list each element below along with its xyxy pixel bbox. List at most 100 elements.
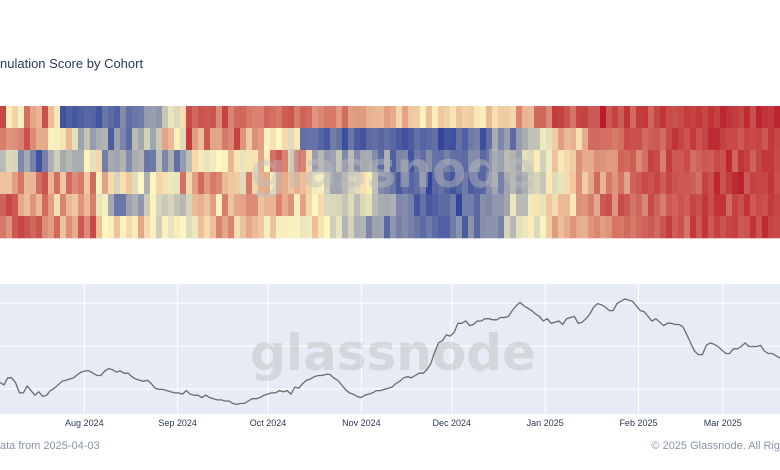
heatmap-cell <box>564 194 571 217</box>
heatmap-cell <box>378 216 385 239</box>
heatmap-cell <box>60 150 67 173</box>
heatmap-cell <box>192 128 199 151</box>
heatmap-cell <box>480 172 487 195</box>
heatmap-cell <box>300 106 307 129</box>
heatmap-cell <box>168 150 175 173</box>
heatmap-cell <box>84 172 91 195</box>
heatmap-cell <box>348 150 355 173</box>
heatmap-cell <box>318 106 325 129</box>
heatmap-cell <box>576 150 583 173</box>
heatmap-cell <box>486 128 493 151</box>
heatmap-cell <box>174 216 181 239</box>
x-tick-label: Jan 2025 <box>527 418 564 428</box>
heatmap-cell <box>288 194 295 217</box>
heatmap-cell <box>762 194 769 217</box>
heatmap-cell <box>276 150 283 173</box>
heatmap-cell <box>756 194 763 217</box>
heatmap-cell <box>654 150 661 173</box>
heatmap-cell <box>576 216 583 239</box>
heatmap-cell <box>654 128 661 151</box>
heatmap-cell <box>420 106 427 129</box>
heatmap-cell <box>84 216 91 239</box>
heatmap-cell <box>672 150 679 173</box>
heatmap-cell <box>684 128 691 151</box>
heatmap-cell <box>660 216 667 239</box>
heatmap-cell <box>42 216 49 239</box>
heatmap-cell <box>372 128 379 151</box>
heatmap-cell <box>60 106 67 129</box>
heatmap-cell <box>450 150 457 173</box>
heatmap-cell <box>36 106 43 129</box>
heatmap-cell <box>450 106 457 129</box>
heatmap-cell <box>72 216 79 239</box>
heatmap-cell <box>36 216 43 239</box>
heatmap-cell <box>48 128 55 151</box>
heatmap-cell <box>390 150 397 173</box>
heatmap-cell <box>150 128 157 151</box>
heatmap-cell <box>336 128 343 151</box>
x-tick-label: Dec 2024 <box>432 418 471 428</box>
heatmap-cell <box>96 128 103 151</box>
heatmap-cell <box>540 172 547 195</box>
heatmap-cell <box>144 128 151 151</box>
heatmap-cell <box>144 216 151 239</box>
heatmap-cell <box>738 216 745 239</box>
heatmap-cell <box>300 216 307 239</box>
heatmap-cell <box>600 194 607 217</box>
heatmap-cell <box>180 106 187 129</box>
heatmap-cell <box>648 150 655 173</box>
heatmap-cell <box>54 150 61 173</box>
heatmap-cell <box>336 172 343 195</box>
heatmap-cell <box>360 128 367 151</box>
heatmap-cell <box>132 106 139 129</box>
heatmap-cell <box>210 194 217 217</box>
heatmap-cell <box>150 194 157 217</box>
heatmap-cell <box>282 150 289 173</box>
heatmap-cell <box>432 150 439 173</box>
heatmap-cell <box>264 150 271 173</box>
heatmap-cell <box>0 128 7 151</box>
heatmap-cell <box>414 128 421 151</box>
heatmap-cell <box>624 150 631 173</box>
heatmap-cell <box>708 194 715 217</box>
heatmap-cell <box>696 128 703 151</box>
heatmap-cell <box>546 194 553 217</box>
heatmap-cell <box>36 194 43 217</box>
heatmap-cell <box>384 216 391 239</box>
heatmap-cell <box>618 106 625 129</box>
heatmap-cell <box>264 172 271 195</box>
heatmap-cell <box>0 216 7 239</box>
heatmap-cell <box>438 106 445 129</box>
heatmap-cell <box>564 216 571 239</box>
heatmap-cell <box>102 216 109 239</box>
heatmap-cell <box>414 106 421 129</box>
heatmap-cell <box>570 194 577 217</box>
heatmap-cell <box>714 106 721 129</box>
heatmap-cell <box>534 128 541 151</box>
heatmap-cell <box>486 216 493 239</box>
heatmap-cell <box>120 106 127 129</box>
heatmap-cell <box>264 128 271 151</box>
heatmap-cell <box>426 216 433 239</box>
heatmap-cell <box>528 128 535 151</box>
heatmap-cell <box>168 172 175 195</box>
heatmap-cell <box>126 128 133 151</box>
heatmap-cell <box>186 150 193 173</box>
heatmap-cell <box>216 172 223 195</box>
heatmap-cell <box>246 172 253 195</box>
heatmap-cell <box>420 128 427 151</box>
heatmap-cell <box>264 216 271 239</box>
heatmap-cell <box>306 194 313 217</box>
heatmap-cell <box>174 172 181 195</box>
heatmap-cell <box>30 150 37 173</box>
heatmap-cell <box>390 216 397 239</box>
heatmap-cell <box>582 128 589 151</box>
heatmap-cell <box>42 150 49 173</box>
heatmap-cell <box>108 216 115 239</box>
heatmap-cell <box>678 106 685 129</box>
heatmap-cell <box>222 128 229 151</box>
heatmap-cell <box>702 128 709 151</box>
heatmap-cell <box>276 194 283 217</box>
heatmap-cell <box>72 172 79 195</box>
